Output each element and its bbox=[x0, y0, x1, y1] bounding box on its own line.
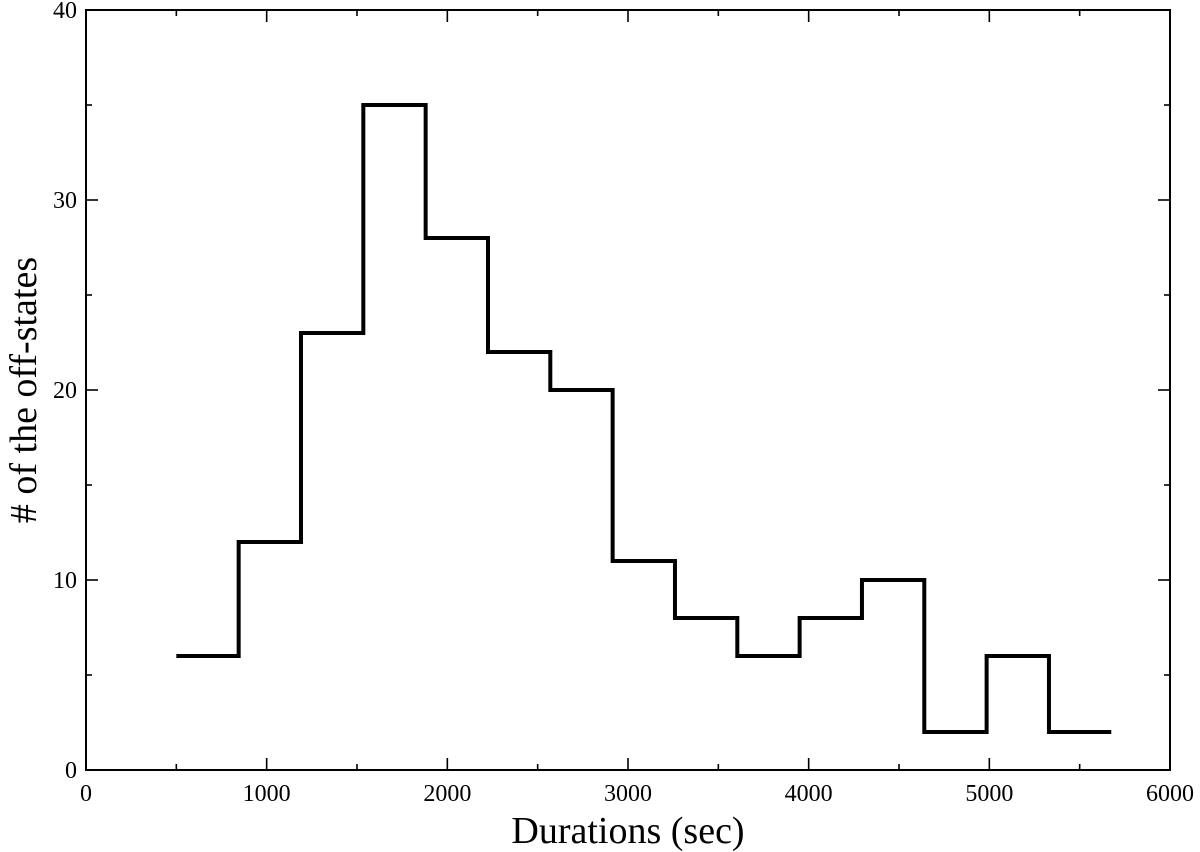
y-axis-title: # of the off-states bbox=[3, 257, 45, 523]
tick-marks bbox=[85, 9, 1171, 771]
x-tick-label: 6000 bbox=[1146, 781, 1194, 807]
x-axis-title: Durations (sec) bbox=[511, 810, 744, 852]
y-tick-label: 20 bbox=[53, 378, 77, 404]
x-tick-label: 2000 bbox=[423, 781, 471, 807]
histogram-step-line bbox=[176, 103, 1112, 734]
y-tick-label: 10 bbox=[53, 568, 77, 594]
x-tick-label: 1000 bbox=[243, 781, 291, 807]
y-tick-label: 30 bbox=[53, 188, 77, 214]
x-tick-label: 5000 bbox=[965, 781, 1013, 807]
y-tick-label: 40 bbox=[53, 0, 77, 24]
x-tick-label: 4000 bbox=[785, 781, 833, 807]
x-tick-label: 0 bbox=[80, 781, 92, 807]
tick-labels: 0 1000 2000 3000 4000 5000 6000 0 10 20 30 40 bbox=[53, 0, 1194, 807]
x-tick-label: 3000 bbox=[604, 781, 652, 807]
y-tick-label: 0 bbox=[65, 758, 77, 784]
